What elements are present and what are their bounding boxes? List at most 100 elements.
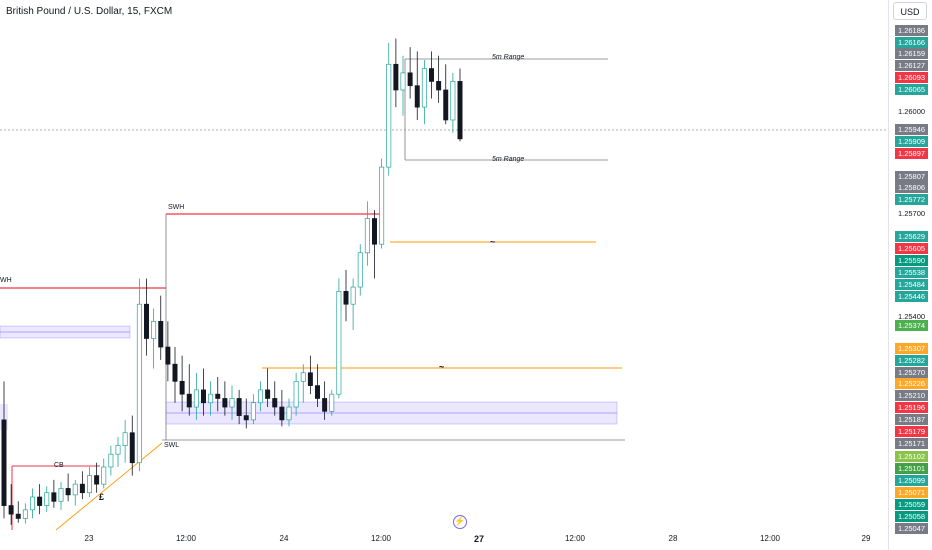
candle-body [30, 496, 35, 511]
price-tag: 1.26186 [895, 25, 928, 36]
candle-body [129, 432, 135, 464]
candle-body [108, 453, 114, 468]
price-tag: 1.25307 [895, 343, 928, 354]
candle-body [79, 483, 85, 494]
price-tag: 1.25629 [895, 231, 928, 242]
price-scale-separator [888, 0, 889, 550]
fib-tilde-upper: ~ [490, 237, 496, 247]
price-tag: 1.25909 [895, 136, 928, 147]
candle-body [172, 363, 178, 382]
price-tag: 1.26166 [895, 37, 928, 48]
candle-body [201, 389, 206, 404]
price-tag: 1.25605 [895, 243, 928, 254]
pound-label: £ [99, 492, 105, 502]
candle-body [193, 389, 199, 408]
price-tag: 1.25047 [895, 523, 928, 534]
candle-body [101, 466, 107, 485]
price-tag: 1.25179 [895, 426, 928, 437]
candle-body [51, 492, 57, 502]
candle-body [386, 63, 392, 168]
candle-body [457, 81, 463, 140]
candle-body [414, 85, 420, 108]
candle-body [115, 445, 121, 455]
price-tag: 1.25772 [895, 194, 928, 205]
candle-body [144, 303, 149, 339]
candle-body [151, 320, 157, 339]
price-tag: 1.26159 [895, 48, 928, 59]
candle-body [122, 432, 128, 446]
trend-line [55, 442, 163, 531]
candle-body [229, 398, 235, 408]
time-axis-label: 27 [473, 534, 485, 544]
candle-body [208, 393, 214, 404]
candle-body [407, 72, 413, 87]
price-tag: 1.25897 [895, 148, 928, 159]
candle-body [165, 346, 171, 365]
candle-body [186, 393, 192, 408]
price-tag: 1.25058 [895, 511, 928, 522]
price-tag: 1.25099 [895, 475, 928, 486]
candle-body [279, 406, 285, 421]
time-axis-label: 29 [861, 534, 871, 543]
price-tag: 1.25071 [895, 487, 928, 498]
price-tag: 1.25538 [895, 267, 928, 278]
candle-body [429, 68, 434, 82]
candle-body [22, 509, 28, 519]
fib-tilde-lower: ~ [439, 362, 445, 372]
candle-body [65, 488, 71, 496]
price-tag: 1.26065 [895, 84, 928, 95]
time-axis-label: 24 [279, 534, 289, 543]
candle-body [222, 398, 228, 408]
candle-body [1, 419, 7, 506]
price-tag: 1.25946 [895, 124, 928, 135]
price-tag: 1.25196 [895, 402, 928, 413]
time-axis-label: 12:00 [370, 534, 392, 543]
price-tag: 1.25282 [895, 355, 928, 366]
price-tag: 1.25806 [895, 182, 928, 193]
price-tick: 1.25700 [897, 209, 926, 218]
price-tag: 1.25484 [895, 279, 928, 290]
time-axis-label: 12:00 [175, 534, 197, 543]
swing-high-label-left: WH [0, 277, 12, 284]
candle-body [286, 406, 292, 421]
price-tag: 1.25807 [895, 171, 928, 182]
candle-body [350, 286, 356, 305]
candle-body [236, 398, 242, 416]
time-axis-label: 28 [668, 534, 678, 543]
candle-body [258, 389, 263, 404]
candle-body [357, 252, 363, 288]
candle-body [364, 218, 370, 254]
candle-body [72, 483, 78, 496]
time-axis-label: 12:00 [759, 534, 781, 543]
candle-body [315, 385, 320, 399]
candle-body [265, 389, 271, 399]
candle-body [443, 89, 449, 121]
time-axis-label: 23 [84, 534, 94, 543]
price-tag: 1.25187 [895, 414, 928, 425]
range-bottom-label: 5m Range [492, 156, 525, 163]
price-tag: 1.25101 [895, 463, 928, 474]
candle-body [293, 380, 299, 408]
price-tag: 1.25171 [895, 438, 928, 449]
price-tag: 1.25059 [895, 499, 928, 510]
cb-label: CB [54, 462, 64, 469]
candle-body [372, 218, 377, 245]
candle-body [393, 63, 399, 91]
candle-body [15, 513, 21, 519]
candle-body [158, 320, 164, 348]
candle-body [300, 372, 306, 382]
price-tag: 1.25374 [895, 320, 928, 331]
range-top-label: 5m Range [492, 54, 525, 61]
price-tag: 1.25270 [895, 367, 928, 378]
candle-body [450, 81, 456, 121]
tradingview-bolt-icon[interactable]: ⚡ [453, 515, 467, 529]
candle-body [44, 492, 50, 506]
candle-body [343, 291, 349, 305]
currency-selector[interactable]: USD [893, 2, 927, 20]
candle-body [436, 81, 442, 91]
candle-body [215, 393, 221, 399]
time-axis-label: 12:00 [564, 534, 586, 543]
candle-body [243, 415, 249, 421]
